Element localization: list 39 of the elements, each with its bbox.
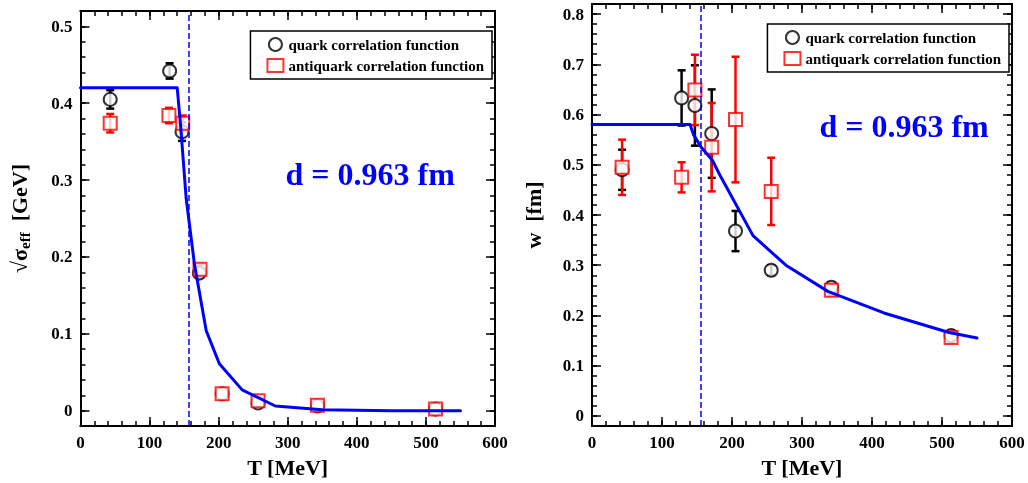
x-tick-label: 100 bbox=[136, 433, 163, 452]
legend-label: quark correlation function bbox=[288, 36, 460, 53]
legend-label: antiquark correlation function bbox=[288, 57, 485, 74]
x-tick-label: 500 bbox=[929, 433, 955, 452]
y-tick-label: 0 bbox=[64, 401, 73, 421]
y-tick-label: 0.3 bbox=[562, 255, 584, 275]
y-tick-label: 0.3 bbox=[51, 170, 73, 190]
x-tick-label: 600 bbox=[999, 433, 1025, 452]
x-tick-label: 400 bbox=[859, 433, 885, 452]
legend-label: quark correlation function bbox=[805, 29, 977, 46]
x-axis-title: T [MeV] bbox=[761, 454, 843, 480]
y-tick-label: 0.6 bbox=[562, 105, 584, 125]
y-tick-label: 0.5 bbox=[51, 16, 73, 36]
x-tick-label: 300 bbox=[789, 433, 815, 452]
y-tick-label: 0.5 bbox=[562, 155, 584, 175]
x-axis-title: T [MeV] bbox=[247, 454, 329, 480]
x-tick-label: 200 bbox=[719, 433, 745, 452]
y-tick-label: 0.2 bbox=[562, 305, 584, 325]
y-tick-label: 0.4 bbox=[562, 205, 585, 225]
x-tick-label: 100 bbox=[649, 433, 675, 452]
y-tick-label: 0 bbox=[575, 406, 584, 426]
y-tick-label: 0.1 bbox=[562, 356, 584, 376]
y-tick-label: 0.8 bbox=[562, 4, 584, 24]
y-axis-title: √σeff [GeV] bbox=[6, 163, 33, 274]
x-tick-label: 500 bbox=[413, 433, 439, 452]
x-tick-label: 400 bbox=[344, 433, 370, 452]
annotation: d = 0.963 fm bbox=[819, 107, 990, 144]
x-tick-label: 600 bbox=[482, 433, 508, 452]
legend-label: antiquark correlation function bbox=[805, 50, 1002, 67]
x-tick-label: 0 bbox=[587, 433, 597, 452]
y-axis-title: w [fm] bbox=[520, 181, 546, 249]
annotation: d = 0.963 fm bbox=[285, 155, 456, 192]
y-tick-label: 0.4 bbox=[51, 93, 73, 113]
y-tick-label: 0.1 bbox=[51, 324, 73, 344]
y-tick-label: 0.7 bbox=[562, 54, 585, 74]
x-tick-label: 300 bbox=[275, 433, 301, 452]
y-tick-label: 0.2 bbox=[51, 247, 73, 267]
x-tick-label: 200 bbox=[205, 433, 232, 452]
x-tick-label: 0 bbox=[76, 433, 85, 452]
